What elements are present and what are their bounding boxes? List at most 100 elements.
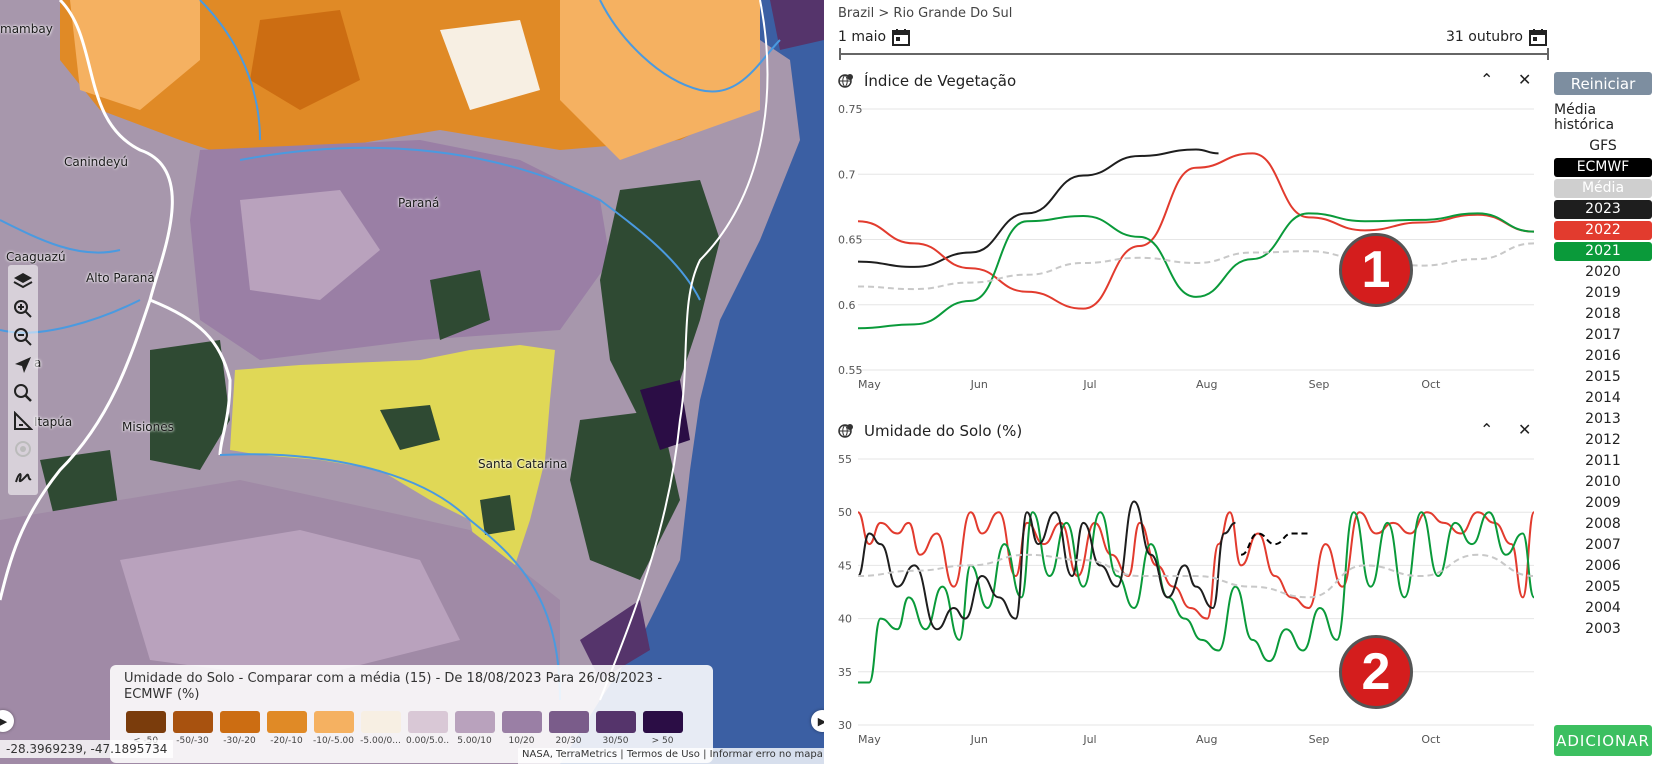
series-line-ecmwf[interactable] (1240, 532, 1309, 556)
legend-swatch-label: 0.00/5.0... (406, 736, 449, 746)
year-item-2009[interactable]: 2009 (1585, 495, 1621, 511)
legend-swatch: > 50 (641, 711, 684, 746)
year-item-2016[interactable]: 2016 (1585, 348, 1621, 364)
year-item-2003[interactable]: 2003 (1585, 621, 1621, 637)
search-icon[interactable] (9, 379, 37, 407)
map-pane[interactable]: mambay Canindeyú Paraná Caaguazú Alto Pa… (0, 0, 824, 764)
map-label-parana: Paraná (398, 196, 440, 210)
reset-button[interactable]: Reiniciar (1554, 72, 1652, 95)
chart-2-title: Umidade do Solo (%) (864, 422, 1023, 440)
x-tick-label: Jul (1082, 733, 1096, 746)
layers-icon[interactable] (9, 267, 37, 295)
x-tick-label: Jun (970, 733, 988, 746)
calendar-icon[interactable] (892, 28, 911, 46)
y-tick-label: 0.7 (838, 168, 856, 181)
year-item-2011[interactable]: 2011 (1585, 453, 1621, 469)
year-item-2022[interactable]: 2022 (1554, 221, 1652, 240)
legend-swatch-label: -5.00/0... (360, 736, 401, 746)
year-item-média[interactable]: Média (1554, 179, 1652, 198)
year-item-gfs[interactable]: GFS (1589, 138, 1617, 154)
series-line-2023[interactable] (857, 148, 1219, 268)
chart-1-title: Índice de Vegetação (864, 72, 1017, 90)
series-line-2021[interactable] (857, 511, 1534, 684)
map-label-caaguazu: Caaguazú (6, 250, 66, 264)
date-range-slider[interactable] (839, 48, 1549, 60)
legend-swatch-label: 30/50 (602, 736, 629, 746)
y-tick-label: 50 (838, 506, 852, 519)
year-item-2021[interactable]: 2021 (1554, 242, 1652, 261)
year-item-2020[interactable]: 2020 (1585, 264, 1621, 280)
year-item-2008[interactable]: 2008 (1585, 516, 1621, 532)
legend-swatch-color (219, 711, 260, 733)
map-canvas[interactable] (0, 0, 824, 764)
series-line-média[interactable] (857, 242, 1534, 291)
x-tick-label: May (858, 733, 881, 746)
x-tick-label: Sep (1309, 733, 1330, 746)
legend-swatch: -20/-10 (265, 711, 308, 746)
series-line-média[interactable] (857, 553, 1534, 599)
target-icon[interactable] (9, 435, 37, 463)
year-item-2012[interactable]: 2012 (1585, 432, 1621, 448)
y-tick-label: 55 (838, 453, 852, 466)
year-item-2023[interactable]: 2023 (1554, 200, 1652, 219)
year-item-2017[interactable]: 2017 (1585, 327, 1621, 343)
legend-swatch-color (266, 711, 307, 733)
zoom-in-icon[interactable] (9, 295, 37, 323)
year-item-2007[interactable]: 2007 (1585, 537, 1621, 553)
callout-badge-1: 1 (1339, 233, 1413, 307)
year-item-2006[interactable]: 2006 (1585, 558, 1621, 574)
series-line-2022[interactable] (857, 511, 1534, 620)
series-line-2022[interactable] (857, 152, 1534, 310)
collapse-right-arrow-icon[interactable]: ▶ (811, 710, 824, 732)
calendar-icon[interactable] (1528, 28, 1547, 46)
legend-swatches: < -50-50/-30-30/-20-20/-10-10/-5.00-5.00… (124, 711, 699, 746)
measure-icon[interactable] (9, 407, 37, 435)
legend-swatch-color (360, 711, 401, 733)
map-label-alto-parana: Alto Paraná (86, 271, 155, 285)
x-tick-label: Sep (1309, 378, 1330, 391)
x-tick-label: Oct (1421, 733, 1441, 746)
legend-title: Umidade do Solo - Comparar com a média (… (124, 671, 663, 702)
map-label-mambay: mambay (0, 22, 53, 36)
soil-moisture-chart: 30 35 40 45 50 55 May Jun Jul Aug Sep Oct (838, 453, 1534, 746)
legend-swatch-color (548, 711, 589, 733)
breadcrumb[interactable]: Brazil > Rio Grande Do Sul (838, 6, 1013, 21)
map-attribution[interactable]: NASA, TerraMetrics | Termos de Uso | Inf… (518, 748, 824, 764)
year-item-2013[interactable]: 2013 (1585, 411, 1621, 427)
series-line-2023[interactable] (857, 500, 1236, 631)
year-item-2010[interactable]: 2010 (1585, 474, 1621, 490)
slider-end-handle[interactable] (1547, 48, 1549, 60)
year-item-2004[interactable]: 2004 (1585, 600, 1621, 616)
close-icon[interactable]: ✕ (1518, 420, 1532, 439)
series-selector: Reiniciar Média histórica GFS ECMWF Média 2… (1554, 72, 1654, 641)
year-item-2019[interactable]: 2019 (1585, 285, 1621, 301)
legend-swatch-label: 5.00/10 (457, 736, 492, 746)
collapse-left-arrow-icon[interactable]: ▶ (0, 710, 14, 732)
chart-1-header: Índice de Vegetação (838, 72, 1016, 90)
map-toolbar (8, 265, 38, 495)
legend-swatch-color (501, 711, 542, 733)
year-item-2014[interactable]: 2014 (1585, 390, 1621, 406)
year-item-2005[interactable]: 2005 (1585, 579, 1621, 595)
collapse-chevron-up-icon[interactable]: ⌃ (1480, 420, 1494, 439)
legend-swatch-color (313, 711, 354, 733)
historical-average-label: Média histórica (1554, 102, 1615, 133)
end-date-picker[interactable]: 31 outubro (1446, 28, 1547, 46)
legend-swatch-label: -20/-10 (270, 736, 303, 746)
add-button[interactable]: ADICIONAR (1554, 725, 1652, 756)
draw-icon[interactable] (9, 463, 37, 491)
legend-swatch: 0.00/5.0... (406, 711, 449, 746)
year-item-2015[interactable]: 2015 (1585, 369, 1621, 385)
collapse-chevron-up-icon[interactable]: ⌃ (1480, 70, 1494, 89)
start-date-picker[interactable]: 1 maio (838, 28, 911, 46)
callout-badge-2: 2 (1339, 635, 1413, 709)
zoom-out-icon[interactable] (9, 323, 37, 351)
year-item-2018[interactable]: 2018 (1585, 306, 1621, 322)
locate-icon[interactable] (9, 351, 37, 379)
year-item-ecmwf[interactable]: ECMWF (1554, 158, 1652, 177)
x-tick-label: Aug (1196, 378, 1217, 391)
slider-start-handle[interactable] (839, 48, 841, 60)
legend-swatch-color (407, 711, 448, 733)
close-icon[interactable]: ✕ (1518, 70, 1532, 89)
series-line-2021[interactable] (857, 212, 1534, 330)
